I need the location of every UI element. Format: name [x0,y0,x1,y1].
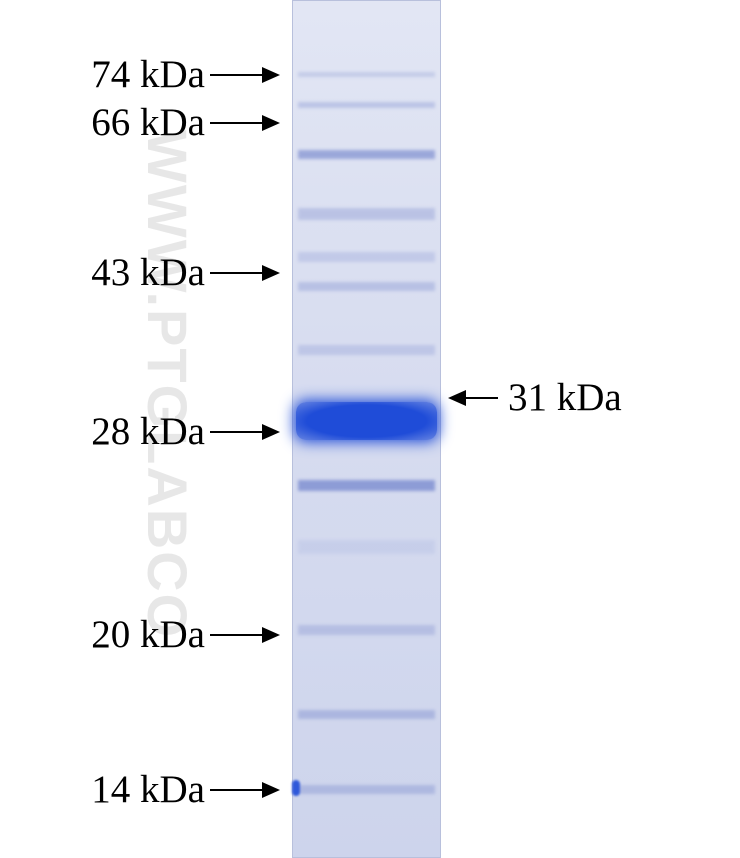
marker-arrow-head [262,67,280,83]
target-band-label: 31 kDa [508,375,622,420]
marker-label: 14 kDa [91,767,205,812]
marker-arrow-shaft [210,634,264,636]
background-band [298,480,435,491]
marker-arrow-shaft [210,789,264,791]
marker-label: 74 kDa [91,52,205,97]
marker-label: 66 kDa [91,100,205,145]
marker-arrow-head [262,265,280,281]
background-band [298,345,435,355]
background-band [298,208,435,220]
marker-arrow-shaft [210,74,264,76]
marker-arrow-head [262,782,280,798]
gel-image-canvas: WWW.PTGLABCO 74 kDa66 kDa 43 kDa 28 kDa 20 … [0,0,740,858]
marker-label: 28 kDa [91,409,205,454]
background-band [298,625,435,635]
marker-arrow-shaft [210,122,264,124]
marker-arrow-head [262,627,280,643]
marker-arrow-head [262,424,280,440]
background-band [298,252,435,262]
background-band [298,710,435,719]
background-band [298,150,435,159]
marker-arrow-shaft [210,431,264,433]
marker-label: 43 kDa [91,250,205,295]
background-band [298,72,435,77]
background-band [298,282,435,291]
background-band [298,785,435,794]
marker-label: 20 kDa [91,612,205,657]
marker-arrow-head [262,115,280,131]
main-protein-band [296,402,437,440]
watermark-text: WWW.PTGLABCO [135,130,200,639]
target-arrow-shaft [464,397,498,399]
edge-dye-spot [292,780,300,796]
background-band [298,540,435,554]
marker-arrow-shaft [210,272,264,274]
background-band [298,102,435,108]
